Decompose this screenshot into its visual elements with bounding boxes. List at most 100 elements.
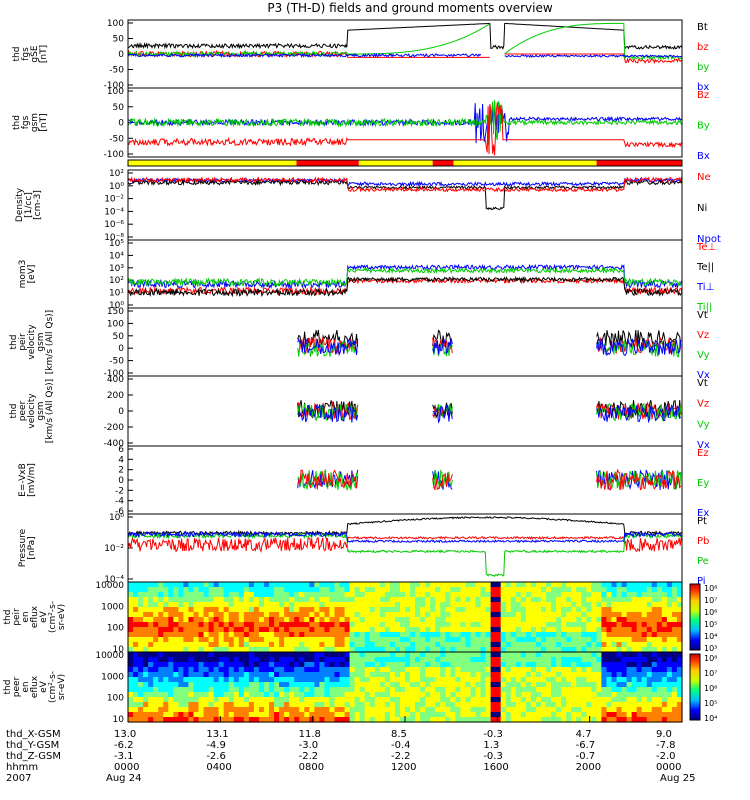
spectrogram-cell [319,587,326,593]
spectrogram-cell [384,662,391,668]
spectrogram-cell [223,702,230,708]
spectrogram-cell [138,637,144,643]
spectrogram-cell [399,677,406,683]
spectrogram-cell [379,652,386,658]
spectrogram-cell [128,697,134,703]
spectrogram-cell [193,622,200,628]
spectrogram-cell [339,677,346,683]
spectrogram-cell [576,647,582,653]
spectrogram-cell [546,677,552,683]
spectrogram-cell [364,627,371,633]
spectrogram-cell [415,627,421,633]
spectrogram-cell [410,592,416,598]
spectrogram-cell [430,717,436,723]
spectrogram-cell [158,672,164,678]
spectrogram-cell [480,597,487,603]
spectrogram-cell [445,687,451,693]
spectrogram-cell [495,632,502,638]
spectrogram-cell [540,582,547,588]
spectrogram-cell [410,602,416,608]
spectrogram-cell [319,682,326,688]
spectrogram-cell [561,597,567,603]
ytick-label: 0 [118,344,124,354]
spectrogram-cell [349,697,356,703]
spectrogram-cell [364,677,371,683]
spectrogram-cell [666,622,673,628]
spectrogram-ion-spectrogram [128,582,683,653]
spectrogram-cell [248,637,255,643]
spectrogram-cell [384,677,391,683]
spectrogram-cell [646,707,653,713]
spectrogram-cell [128,597,134,603]
spectrogram-cell [465,702,472,708]
ytick-label: 10⁰ [109,182,124,192]
spectrogram-cell [445,587,451,593]
spectrogram-cell [475,662,482,668]
spectrogram-cell [188,697,195,703]
spectrogram-cell [339,662,346,668]
spectrogram-cell [158,707,164,713]
spectrogram-cell [173,697,179,703]
spectrogram-cell [148,632,154,638]
spectrogram-cell [525,622,532,628]
spectrogram-cell [364,702,371,708]
spectrogram-cell [666,617,673,623]
spectrogram-cell [556,657,562,663]
spectrogram-cell [208,677,215,683]
spectrogram-cell [289,602,295,608]
spectrogram-cell [359,692,366,698]
spectrogram-cell [571,677,577,683]
ylabel-line: peir [18,333,28,351]
spectrogram-cell [284,682,290,688]
spectrogram-cell [178,667,184,673]
spectrogram-cell [440,617,446,623]
spectrogram-cell [344,642,351,648]
spectrogram-cell [535,657,542,663]
spectrogram-cell [143,637,149,643]
spectrogram-cell [133,647,139,653]
time-row-value: 13.0 [114,729,136,740]
spectrogram-cell [651,637,658,643]
spectrogram-cell [596,587,603,593]
spectrogram-cell [485,647,492,653]
spectrogram-cell [415,587,421,593]
spectrogram-cell [505,637,512,643]
spectrogram-cell [641,617,648,623]
ytick-label: 100 [107,694,124,704]
spectrogram-cell [596,667,603,673]
spectrogram-cell [460,662,467,668]
spectrogram-cell [440,632,446,638]
spectrogram-cell [158,667,164,673]
mode-bar-frame [127,159,683,167]
spectrogram-cell [258,717,265,723]
spectrogram-cell [173,682,179,688]
spectrogram-cell [535,642,542,648]
spectrogram-cell [138,647,144,653]
spectrogram-cell [218,602,225,608]
spectrogram-cell [520,672,527,678]
spectrogram-cell [546,597,552,603]
spectrogram-cell [475,652,482,658]
spectrogram-cell [319,697,326,703]
spectrogram-cell [581,702,587,708]
spectrogram-cell [253,682,260,688]
spectrogram-cell [148,672,154,678]
spectrogram-cell [490,607,497,613]
spectrogram-cell [258,617,265,623]
spectrogram-cell [530,612,537,618]
spectrogram-cell [153,697,159,703]
spectrogram-cell [470,682,477,688]
spectrogram-cell [450,592,456,598]
spectrogram-cell [193,627,200,633]
spectrogram-cell [606,652,613,658]
spectrogram-cell [258,712,265,718]
spectrogram-cell [394,632,401,638]
ylabel-line: [mV/m] [27,463,37,497]
spectrogram-cell [203,582,210,588]
spectrogram-cell [354,692,361,698]
spectrogram-cell [364,707,371,713]
spectrogram-cell [561,667,567,673]
spectrogram-cell [213,632,220,638]
spectrogram-cell [561,652,567,658]
spectrogram-cell [173,642,179,648]
